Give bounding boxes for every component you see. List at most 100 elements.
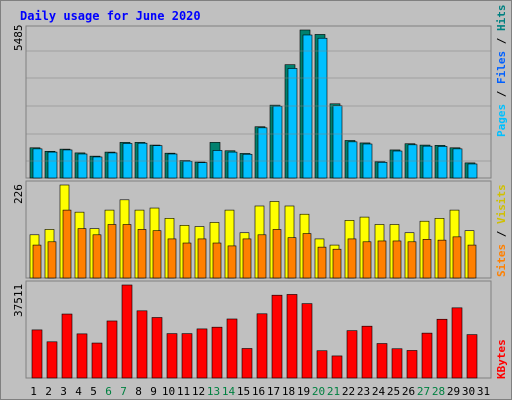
kbytes-bar [121,284,133,379]
day-tick-label: 2 [45,385,52,398]
day-tick-label: 7 [120,385,127,398]
pages-bar [122,143,133,179]
pages-bar [317,37,328,179]
kbytes-bar [451,307,463,379]
pages-bar [107,152,118,179]
legend-sites: Sites [495,243,508,277]
day-tick-label: 4 [75,385,82,398]
pages-bar [152,145,163,179]
sites-bar [47,241,57,279]
kbytes-bar [421,332,433,379]
day-tick-label: 21 [327,385,340,398]
day-tick-label: 16 [252,385,265,398]
pages-bar [182,160,193,179]
day-tick-label: 13 [207,385,220,398]
sites-bar [32,244,42,279]
day-tick-label: 12 [192,385,205,398]
day-tick-label: 9 [150,385,157,398]
day-tick-label: 28 [432,385,445,398]
pages-bar [167,153,178,179]
kbytes-bar [226,318,238,379]
kbytes-bar [256,313,268,379]
legend-pages: Pages [495,103,508,137]
sites-bar [107,224,117,279]
day-tick-label: 11 [177,385,190,398]
pages-bar [32,148,43,179]
day-tick-label: 14 [222,385,236,398]
kbytes-bar [391,348,403,379]
sites-bar [452,236,462,279]
day-tick-label: 5 [90,385,97,398]
visits-sites-legend: Sites / Visits [495,184,508,277]
day-tick-label: 30 [462,385,475,398]
pages-bar [377,162,388,179]
day-tick-label: 1 [30,385,37,398]
sites-bar [467,244,477,279]
kbytes-bar [316,350,328,379]
legend-visits: Visits [495,184,508,224]
sites-bar [302,233,312,279]
chart-title: Daily usage for June 2020 [20,9,201,23]
day-tick-label: 23 [357,385,370,398]
legend-hits: Hits [495,4,508,32]
pages-bar [437,146,448,179]
sites-bar [152,230,162,279]
day-tick-label: 17 [267,385,280,398]
kbytes-bar [166,333,178,379]
sites-bar [407,241,417,279]
legend-sep-2: / [495,31,508,51]
kbytes-bar [106,320,118,379]
sites-bar [242,238,252,279]
sites-bar [212,242,222,279]
sites-bar [332,248,342,279]
day-tick-label: 18 [282,385,295,398]
pages-bar [47,151,58,179]
sites-bar [92,234,102,279]
day-tick-label: 26 [402,385,415,398]
sites-bar [77,228,87,279]
kbytes-bar [241,348,253,379]
sites-bar [347,238,357,279]
pages-bar [62,149,73,179]
sites-bar [437,239,447,279]
kbytes-bar [331,355,343,379]
legend-sep-3: / [495,224,508,244]
sites-bar [197,238,207,279]
kbytes-bar [46,341,58,379]
pages-bar [452,148,463,179]
sites-bar [422,239,432,279]
pages-bar [137,142,148,179]
kbytes-bar [151,317,163,379]
day-tick-label: 8 [135,385,142,398]
pages-bar [287,68,298,179]
pages-bar [467,163,478,179]
pages-bar [197,162,208,179]
kbytes-legend: KBytes [495,339,508,379]
pages-bar [392,150,403,179]
sites-bar [182,242,192,279]
kbytes-bar [436,318,448,379]
visits-axis-max: 226 [12,184,25,204]
sites-bar [62,209,72,279]
kbytes-bar [31,329,43,379]
sites-bar [317,246,327,279]
kbytes-bar [406,350,418,379]
pages-bar [77,153,88,179]
kbytes-bar [376,343,388,379]
day-tick-label: 22 [342,385,355,398]
day-tick-label: 20 [312,385,325,398]
kbytes-axis-max: 37511 [12,283,25,317]
kbytes-bar [346,330,358,379]
pages-bar [422,145,433,179]
sites-bar [377,240,387,279]
pages-bar [272,105,283,179]
day-tick-label: 10 [162,385,175,398]
pages-bar [212,150,223,179]
day-tick-label: 15 [237,385,250,398]
kbytes-bar [286,294,298,379]
pages-files-hits-legend: Pages / Files / Hits [495,5,508,138]
pages-bar [332,105,343,179]
pages-bar [302,34,313,179]
